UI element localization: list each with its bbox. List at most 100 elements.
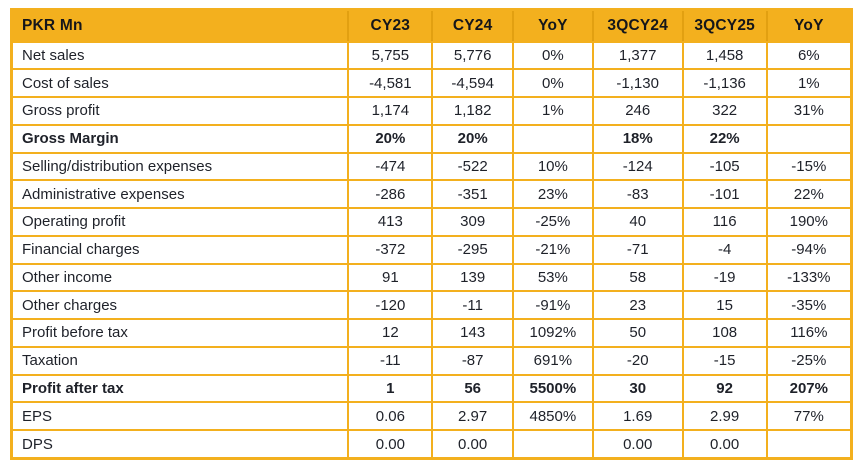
cell-value: 0.06: [347, 401, 434, 431]
cell-value: 20%: [431, 123, 514, 154]
cell-value: -21%: [511, 234, 594, 265]
row-label: EPS: [10, 401, 350, 431]
cell-value: -83: [591, 179, 684, 209]
cell-value: -25%: [765, 345, 853, 376]
cell-value: [511, 123, 594, 154]
table-row: Financial charges -372 -295 -21% -71 -4 -94%: [10, 234, 853, 265]
cell-value: 0%: [511, 68, 594, 98]
cell-value: 0.00: [431, 429, 514, 460]
cell-value: 143: [431, 318, 514, 348]
cell-value: 1.69: [591, 401, 684, 431]
cell-value: [765, 429, 853, 460]
cell-value: -15: [681, 345, 768, 376]
cell-value: -351: [431, 179, 514, 209]
cell-value: 2.99: [681, 401, 768, 431]
table-row: Operating profit 413 309 -25% 40 116 190%: [10, 207, 853, 237]
column-header-cy23-1: CY23: [347, 8, 434, 43]
cell-value: -133%: [765, 262, 853, 293]
cell-value: -20: [591, 345, 684, 376]
cell-value: 1,377: [591, 40, 684, 71]
cell-value: 20%: [347, 123, 434, 154]
cell-value: -11: [347, 345, 434, 376]
cell-value: -25%: [511, 207, 594, 237]
cell-value: -120: [347, 290, 434, 320]
cell-value: 77%: [765, 401, 853, 431]
row-label: Gross Margin: [10, 123, 350, 154]
row-label: DPS: [10, 429, 350, 460]
column-header-cy24-2: CY24: [431, 8, 514, 43]
column-header-3qcy25-5: 3QCY25: [681, 8, 768, 43]
cell-value: 91: [347, 262, 434, 293]
row-label: Gross profit: [10, 96, 350, 126]
column-header-yoy-6: YoY: [765, 8, 853, 43]
table-row: Cost of sales -4,581 -4,594 0% -1,130 -1,136 1…: [10, 68, 853, 98]
row-label: Other income: [10, 262, 350, 293]
table-row: Taxation -11 -87 691% -20 -15 -25%: [10, 345, 853, 376]
cell-value: 5,755: [347, 40, 434, 71]
cell-value: -1,130: [591, 68, 684, 98]
cell-value: -4,581: [347, 68, 434, 98]
column-header-yoy-3: YoY: [511, 8, 594, 43]
cell-value: 1%: [765, 68, 853, 98]
cell-value: 1,182: [431, 96, 514, 126]
cell-value: -295: [431, 234, 514, 265]
cell-value: 92: [681, 373, 768, 404]
cell-value: 15: [681, 290, 768, 320]
row-label: Profit after tax: [10, 373, 350, 404]
cell-value: 139: [431, 262, 514, 293]
row-label: Administrative expenses: [10, 179, 350, 209]
cell-value: 309: [431, 207, 514, 237]
cell-value: 10%: [511, 151, 594, 182]
cell-value: 0.00: [347, 429, 434, 460]
cell-value: -1,136: [681, 68, 768, 98]
table-row: Selling/distribution expenses -474 -522 10%…: [10, 151, 853, 182]
table-row: Other charges -120 -11 -91% 23 15 -35%: [10, 290, 853, 320]
cell-value: -101: [681, 179, 768, 209]
cell-value: -35%: [765, 290, 853, 320]
row-label: Net sales: [10, 40, 350, 71]
table-row: Administrative expenses -286 -351 23% -83 -10…: [10, 179, 853, 209]
cell-value: [511, 429, 594, 460]
column-header-unit: PKR Mn: [10, 8, 350, 43]
cell-value: 116%: [765, 318, 853, 348]
row-label: Operating profit: [10, 207, 350, 237]
cell-value: 40: [591, 207, 684, 237]
cell-value: 413: [347, 207, 434, 237]
column-header-3qcy24-4: 3QCY24: [591, 8, 684, 43]
cell-value: 6%: [765, 40, 853, 71]
cell-value: 23: [591, 290, 684, 320]
header-row: PKR Mn CY23 CY24 YoY 3QCY24 3QCY25 YoY: [10, 8, 853, 43]
cell-value: 12: [347, 318, 434, 348]
cell-value: -91%: [511, 290, 594, 320]
cell-value: 53%: [511, 262, 594, 293]
cell-value: 116: [681, 207, 768, 237]
cell-value: 0.00: [681, 429, 768, 460]
row-label: Taxation: [10, 345, 350, 376]
cell-value: 22%: [765, 179, 853, 209]
cell-value: 58: [591, 262, 684, 293]
row-label: Financial charges: [10, 234, 350, 265]
table-row: Other income 91 139 53% 58 -19 -133%: [10, 262, 853, 293]
table-row: Gross profit 1,174 1,182 1% 246 322 31%: [10, 96, 853, 126]
cell-value: [765, 123, 853, 154]
cell-value: 691%: [511, 345, 594, 376]
row-label: Profit before tax: [10, 318, 350, 348]
cell-value: 1: [347, 373, 434, 404]
cell-value: 18%: [591, 123, 684, 154]
cell-value: 246: [591, 96, 684, 126]
table-row: EPS 0.06 2.97 4850% 1.69 2.99 77%: [10, 401, 853, 431]
cell-value: -94%: [765, 234, 853, 265]
cell-value: 1092%: [511, 318, 594, 348]
table-row: Profit before tax 12 143 1092% 50 108 116%: [10, 318, 853, 348]
cell-value: 322: [681, 96, 768, 126]
cell-value: 23%: [511, 179, 594, 209]
cell-value: 1,458: [681, 40, 768, 71]
cell-value: -474: [347, 151, 434, 182]
cell-value: -522: [431, 151, 514, 182]
cell-value: -105: [681, 151, 768, 182]
cell-value: 4850%: [511, 401, 594, 431]
cell-value: 190%: [765, 207, 853, 237]
cell-value: 5500%: [511, 373, 594, 404]
cell-value: 5,776: [431, 40, 514, 71]
cell-value: 2.97: [431, 401, 514, 431]
